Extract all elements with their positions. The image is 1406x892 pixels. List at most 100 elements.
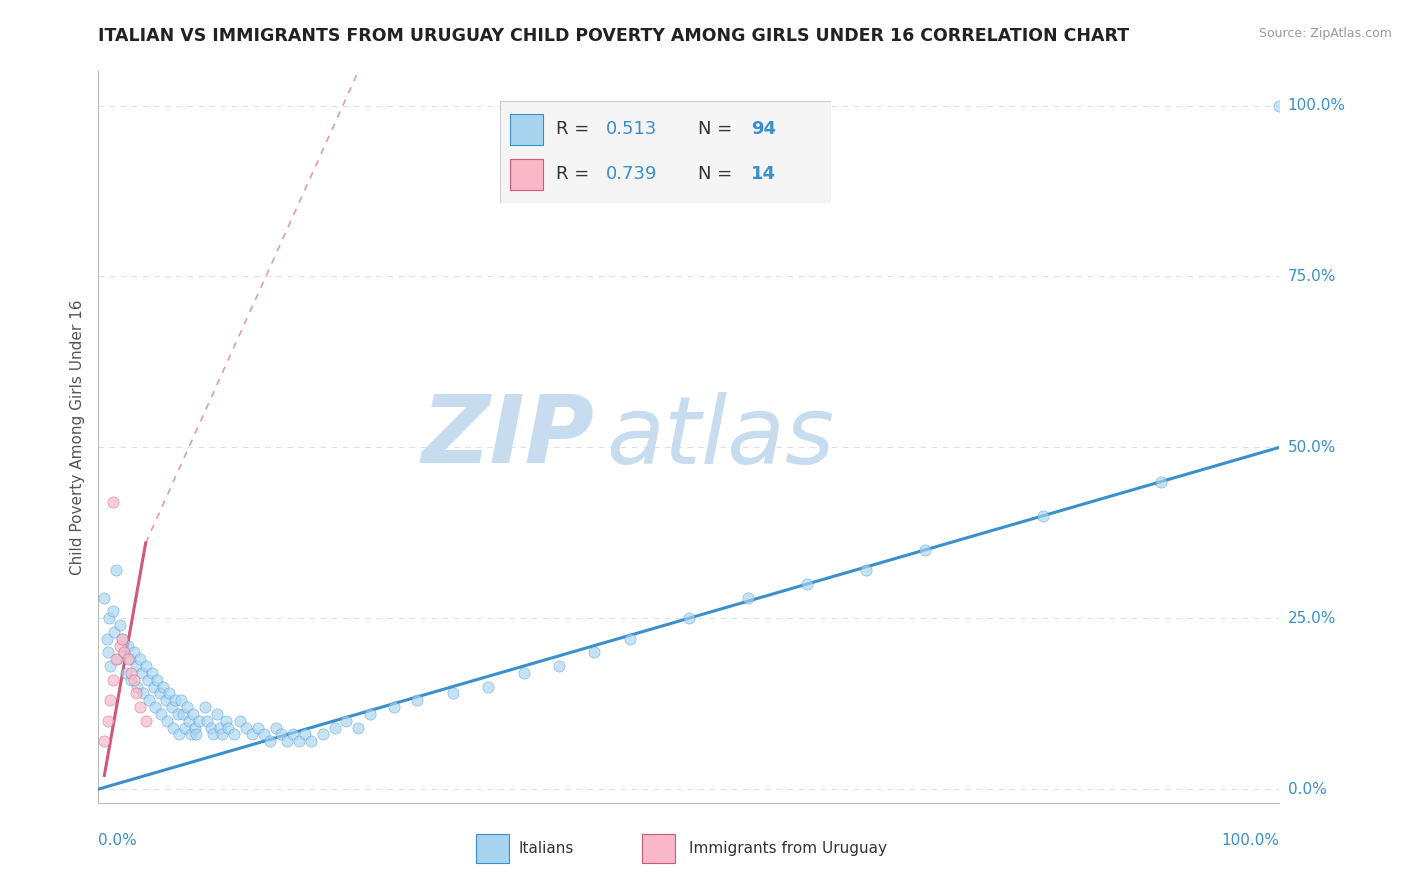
Point [914,542,936,557]
Point [136,673,159,687]
Point [108,639,131,653]
Point [855,563,877,577]
Point [98,659,121,673]
Point [217,721,239,735]
Point [678,611,700,625]
Point [201,727,224,741]
Point [121,673,143,687]
Point [93,734,115,748]
Y-axis label: Child Poverty Among Girls Under 16: Child Poverty Among Girls Under 16 [69,300,84,574]
Point [101,604,124,618]
Point [382,700,405,714]
Point [276,734,298,748]
Point [294,727,316,741]
Point [167,727,190,741]
Text: 0.0%: 0.0% [1288,781,1326,797]
Point [101,673,124,687]
Point [200,721,222,735]
Text: ZIP: ZIP [422,391,595,483]
Point [209,721,232,735]
Point [155,693,177,707]
Point [98,693,121,707]
Point [103,624,125,639]
Point [583,645,606,659]
Point [264,721,287,735]
Point [240,727,263,741]
Point [195,714,218,728]
Point [138,693,160,707]
Point [98,611,121,625]
Point [441,686,464,700]
Point [176,700,198,714]
Point [796,577,818,591]
Text: 50.0%: 50.0% [1288,440,1336,455]
Point [143,700,166,714]
Point [132,686,155,700]
Point [224,727,246,741]
Point [135,659,157,673]
Point [235,721,257,735]
Point [246,721,269,735]
Point [477,680,499,694]
Point [1150,475,1173,489]
Point [172,706,194,721]
Point [259,734,281,748]
Point [160,700,183,714]
Point [111,632,134,646]
Point [127,680,149,694]
Point [112,645,135,659]
Point [737,591,759,605]
Text: Source: ZipAtlas.com: Source: ZipAtlas.com [1258,27,1392,40]
Point [166,706,188,721]
Point [211,727,233,741]
Point [359,706,381,721]
Point [299,734,322,748]
Text: 0.0%: 0.0% [98,833,138,848]
Point [111,632,134,646]
Point [1268,98,1291,112]
Point [125,659,148,673]
Point [117,639,139,653]
Point [406,693,429,707]
Point [131,665,153,680]
Point [122,673,145,687]
Point [323,721,346,735]
Point [156,714,179,728]
Point [165,693,187,707]
Point [93,591,115,605]
Point [283,727,305,741]
Point [205,706,228,721]
Point [347,721,370,735]
Point [215,714,238,728]
Point [125,686,148,700]
Point [97,714,120,728]
Point [173,721,195,735]
Text: 25.0%: 25.0% [1288,611,1336,625]
Point [101,495,124,509]
Point [121,665,143,680]
Point [312,727,335,741]
Point [105,563,128,577]
Point [120,652,142,666]
Point [157,686,180,700]
Point [128,652,150,666]
Point [619,632,641,646]
Point [97,645,120,659]
Point [105,652,128,666]
Point [122,645,145,659]
Point [1032,508,1054,523]
Point [335,714,357,728]
Point [146,673,169,687]
Point [112,645,135,659]
Point [150,706,173,721]
Point [229,714,252,728]
Point [180,727,202,741]
Text: atlas: atlas [606,392,835,483]
Point [149,686,172,700]
Text: 100.0%: 100.0% [1288,98,1346,113]
Point [105,652,128,666]
Point [184,721,207,735]
Point [117,652,139,666]
Text: 75.0%: 75.0% [1288,268,1336,284]
Point [288,734,311,748]
